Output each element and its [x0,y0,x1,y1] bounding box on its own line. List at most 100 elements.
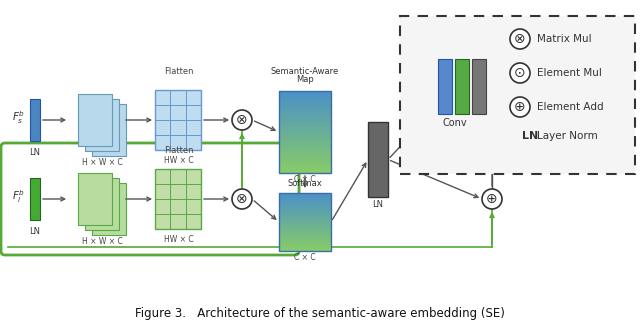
Bar [279,137,331,139]
Bar [279,249,331,250]
Text: Flatten: Flatten [164,146,194,155]
Bar [279,104,331,106]
Text: HW × C: HW × C [164,156,194,165]
Bar [279,240,331,241]
Bar [279,122,331,124]
Bar [279,91,331,92]
Text: Semantic-Aware: Semantic-Aware [271,67,339,76]
Bar [279,214,331,215]
Bar [279,138,331,140]
Bar [279,226,331,228]
Bar [279,114,331,116]
Bar [279,97,331,99]
Text: ⊕: ⊕ [486,192,498,206]
Bar [279,218,331,220]
Bar [78,173,112,225]
Bar [279,205,331,207]
Text: H × W × C: H × W × C [82,158,122,167]
Text: ⊗: ⊗ [236,113,248,127]
Bar [279,229,331,231]
Bar [279,108,331,110]
Bar [472,58,486,114]
Text: H × W × C: H × W × C [82,237,122,246]
Bar [279,248,331,249]
Bar [279,203,331,205]
Circle shape [510,97,530,117]
Bar [368,122,388,197]
Bar [279,156,331,158]
Text: ⊕: ⊕ [486,113,498,127]
Text: C × C: C × C [294,253,316,262]
Bar [279,209,331,210]
Bar [279,227,331,229]
Text: ⊙: ⊙ [429,113,441,127]
Text: ⊗: ⊗ [236,192,248,206]
Bar [279,117,331,118]
Bar [279,110,331,112]
Bar [279,224,331,226]
Bar [279,160,331,162]
Bar [279,162,331,163]
Bar [279,250,331,251]
Bar [279,213,331,214]
Bar [279,153,331,155]
Bar [279,119,331,121]
Text: HW × C: HW × C [164,235,194,244]
Bar [279,234,331,235]
Text: Flatten: Flatten [164,67,194,76]
Bar [279,131,331,133]
Bar [279,118,331,120]
Bar [279,127,331,129]
Bar [279,145,331,147]
Text: Figure 3.   Architecture of the semantic-aware embedding (SE): Figure 3. Architecture of the semantic-a… [135,307,505,320]
Bar [279,159,331,161]
Bar [279,140,331,141]
Text: ⊙: ⊙ [514,66,526,80]
Text: Element Mul: Element Mul [537,68,602,78]
Bar [279,96,331,98]
Bar [279,95,331,97]
Bar [279,103,331,105]
Bar [279,135,331,137]
Bar [85,99,119,151]
Text: Map: Map [296,75,314,84]
Bar [279,246,331,247]
Bar [279,93,331,95]
Bar [279,126,331,128]
Text: $F_s^b$: $F_s^b$ [12,110,24,126]
Bar [279,206,331,208]
Bar [155,169,201,229]
Text: Softmax: Softmax [287,179,323,188]
Bar [279,91,331,173]
Bar [279,168,331,170]
Bar [279,222,331,224]
Bar [279,239,331,240]
Bar [279,243,331,244]
Bar [279,155,331,157]
Bar [279,212,331,213]
Bar [549,93,587,147]
Bar [279,217,331,218]
Bar [279,237,331,238]
Bar [279,141,331,143]
Bar [279,236,331,237]
Bar [279,225,331,227]
Bar [279,201,331,203]
Bar [279,230,331,232]
Bar [279,123,331,125]
Bar [279,130,331,132]
Text: ⊕: ⊕ [514,100,526,114]
Bar [279,111,331,113]
Bar [279,241,331,242]
Bar [279,218,331,219]
Bar [279,102,331,103]
Bar [279,112,331,114]
Bar [279,148,331,150]
Bar [279,125,331,126]
Bar [30,178,40,220]
Bar [78,94,112,146]
Bar [279,99,331,101]
Text: Element Add: Element Add [537,102,604,112]
Text: $F_o^b$: $F_o^b$ [569,100,583,120]
Bar [279,134,331,136]
